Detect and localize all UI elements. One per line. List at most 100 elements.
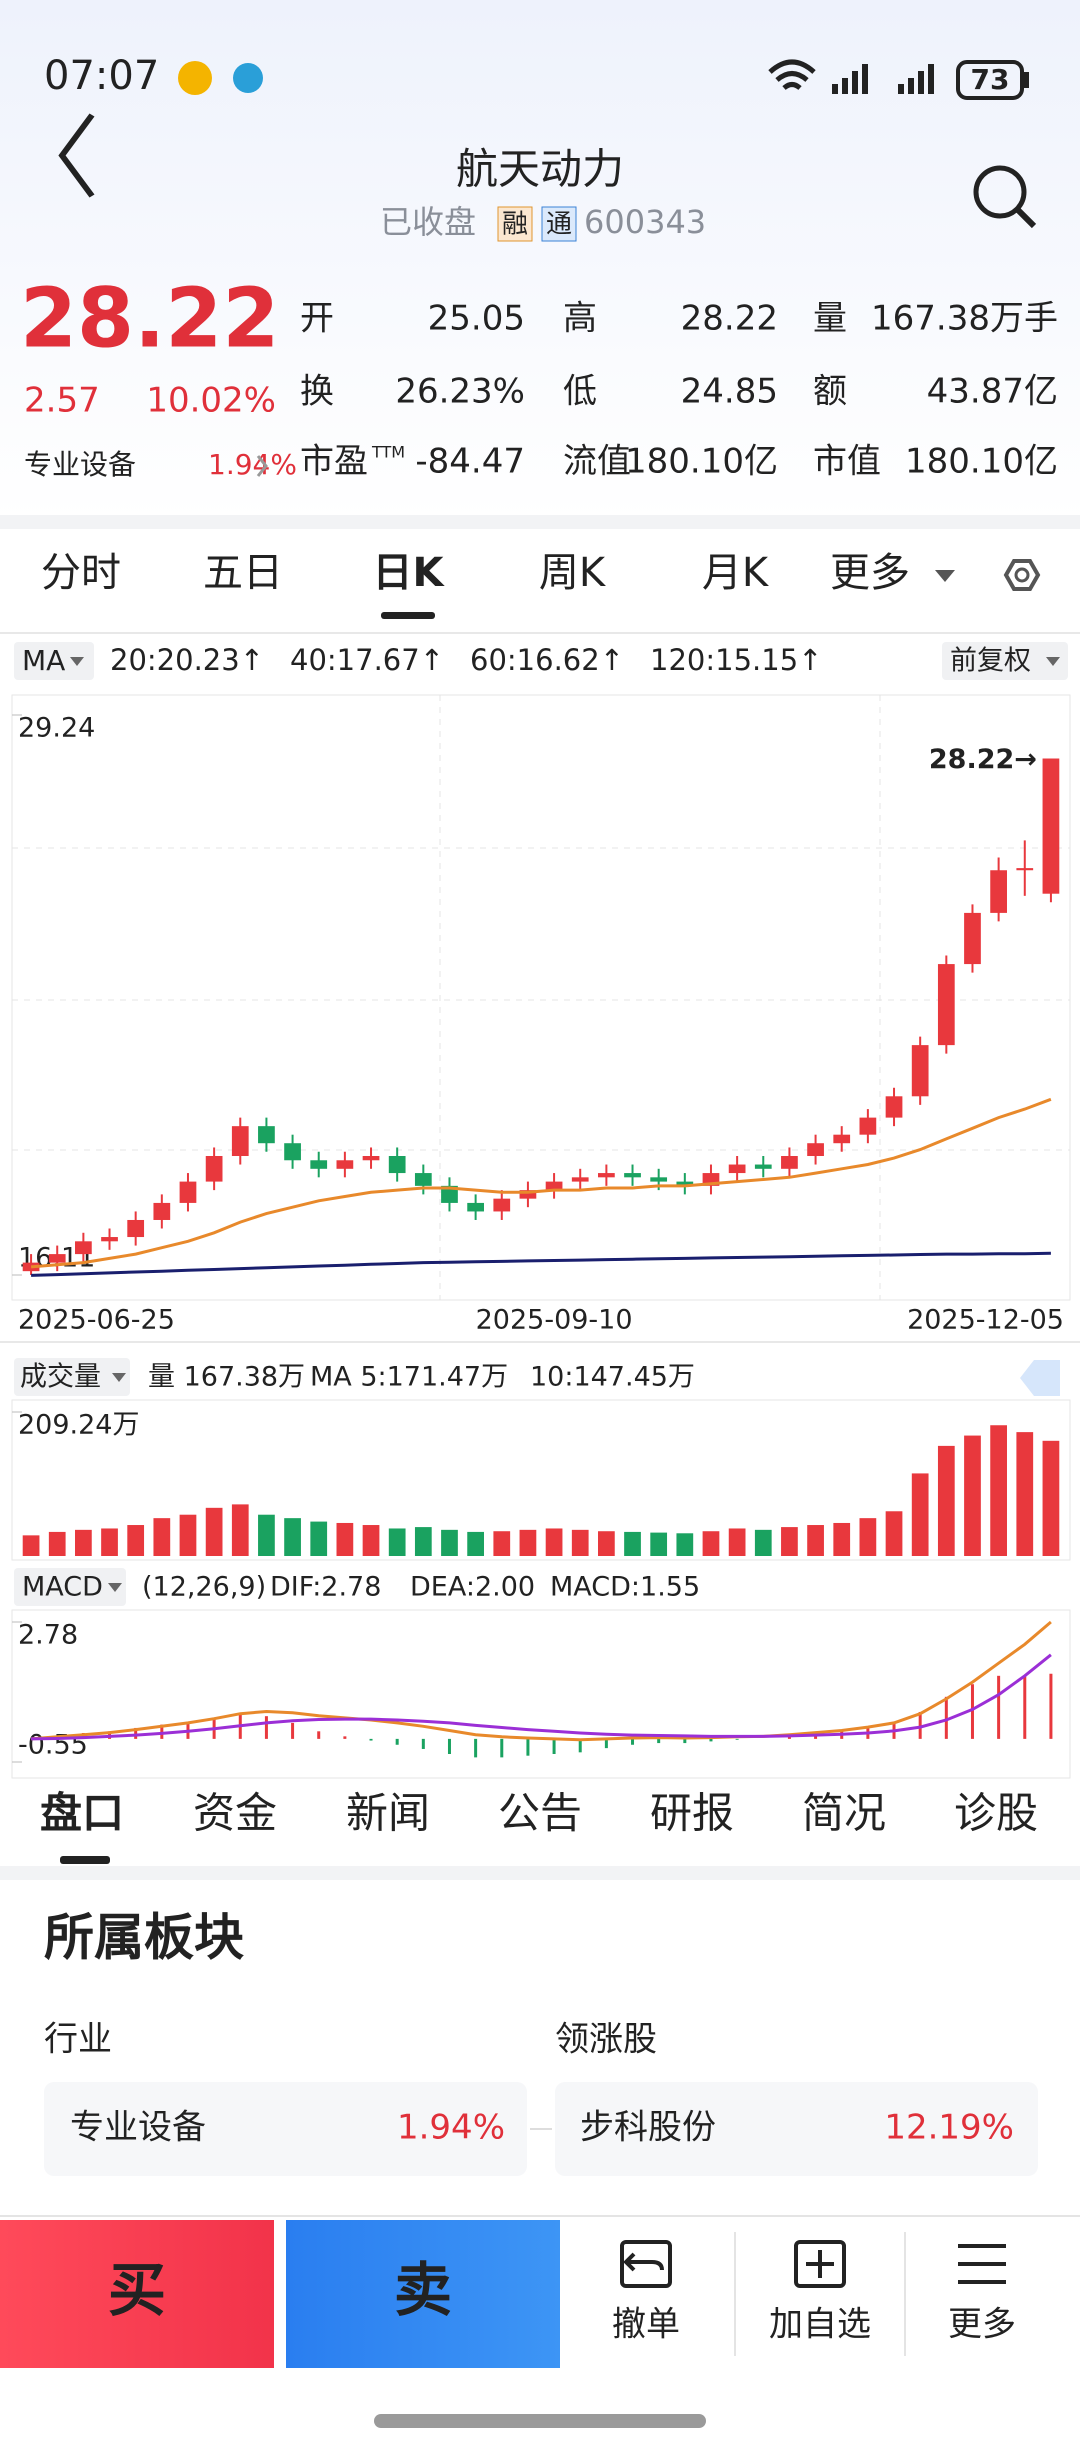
x-tick-label: 2025-09-10 [476, 1305, 633, 1336]
volume-bar [702, 1531, 720, 1556]
status-time: 07:07 [44, 53, 159, 99]
industry-card[interactable] [44, 2082, 527, 2176]
adjust-select[interactable] [942, 642, 1068, 680]
indicator-select[interactable] [14, 1358, 130, 1396]
field-value: 167.38万手 [871, 299, 1058, 339]
buy-button[interactable] [0, 2220, 274, 2368]
ma-label: 40:17.67↑ [290, 643, 444, 677]
volume-bar [519, 1529, 537, 1556]
field-value: 25.05 [428, 299, 525, 339]
period-tab[interactable]: 五日 [203, 550, 283, 596]
dropdown-arrow [935, 570, 955, 582]
candle-body [519, 1190, 537, 1199]
candle-body [1016, 868, 1034, 871]
settings-button[interactable] [1003, 559, 1041, 591]
macd-line [31, 1653, 1052, 1741]
volume-bar [258, 1514, 275, 1556]
volume-bar [833, 1522, 851, 1556]
volume-title: 成交量 [20, 1362, 101, 1393]
section-tab[interactable]: 盘口 [40, 1789, 124, 1838]
candle-body [571, 1177, 589, 1182]
section-tab[interactable]: 研报 [650, 1789, 734, 1838]
collapse-button[interactable] [1020, 1360, 1060, 1396]
industry-label: 行业 [44, 2020, 112, 2060]
y-tick-label: 2.78 [18, 1620, 78, 1651]
y-tick-label: 209.24万 [18, 1410, 139, 1441]
action-label[interactable]: 加自选 [769, 2305, 871, 2345]
volume-bar [336, 1522, 354, 1556]
period-tab[interactable]: 分时 [41, 550, 121, 596]
app-icon [233, 63, 263, 93]
macd-label: MACD:1.55 [550, 1572, 700, 1603]
volume-bar [937, 1445, 955, 1556]
back-button[interactable] [58, 113, 95, 198]
field-label: 开 [300, 299, 334, 339]
field-label: 流值 [563, 442, 631, 482]
ma-label: 120:15.15↑ [650, 643, 822, 677]
macd-line [30, 1620, 1052, 1742]
badge [541, 206, 577, 242]
candle-body [807, 1143, 824, 1157]
section-tab[interactable]: 资金 [193, 1789, 277, 1838]
candle-body [75, 1241, 92, 1255]
adjust-mode: 前复权 [950, 646, 1031, 677]
indicator-select[interactable] [14, 642, 94, 680]
volume-bar [859, 1518, 877, 1556]
battery-icon [956, 60, 1024, 100]
candle-body [310, 1160, 328, 1169]
volume-bar [101, 1528, 118, 1556]
search-button[interactable] [973, 165, 1037, 229]
x-tick-label: 2025-12-05 [907, 1305, 1064, 1336]
period-tab[interactable]: 周K [539, 550, 607, 596]
max-label: 28.22→ [929, 744, 1037, 775]
action-icons [620, 2240, 1006, 2288]
buy-label: 买 [108, 2256, 166, 2324]
volume-bar [127, 1525, 145, 1556]
section-tab[interactable]: 公告 [498, 1789, 582, 1838]
dropdown-arrow [112, 1373, 126, 1382]
volume-bar [885, 1511, 903, 1556]
candle-body [990, 870, 1007, 913]
candle-body [728, 1164, 746, 1174]
candle-body [258, 1126, 275, 1144]
sector-name[interactable]: 专业设备 [24, 448, 136, 481]
period-tab[interactable]: 月K [702, 550, 770, 596]
settings-icon [1014, 567, 1030, 583]
volume-bar [911, 1473, 929, 1556]
indicator-select[interactable] [14, 1568, 126, 1606]
dropdown-arrow [1046, 657, 1060, 666]
wifi-icon [768, 59, 816, 90]
candle-body [650, 1177, 668, 1182]
period-tab[interactable]: 更多 [830, 550, 910, 596]
candle-body [937, 964, 955, 1046]
action-label[interactable]: 撤单 [612, 2305, 680, 2345]
section-tab[interactable]: 诊股 [954, 1789, 1038, 1838]
chart-frame [11, 694, 1071, 1301]
badge-text: 融 [502, 210, 528, 240]
volume-bar [388, 1528, 406, 1556]
candle-body [467, 1202, 484, 1212]
volume-bar [231, 1504, 249, 1556]
volume-bar [1042, 1440, 1060, 1556]
candle-body [153, 1202, 171, 1220]
chart-grid [12, 695, 1070, 1300]
field-value: 180.10亿 [625, 442, 778, 482]
tab-indicator [381, 612, 435, 619]
candle-body [441, 1185, 458, 1203]
volume-label: MA 5:171.47万 [310, 1362, 508, 1393]
leader-pct: 12.19% [884, 2108, 1014, 2148]
chart-frame [11, 1399, 1071, 1561]
section-tab[interactable]: 简况 [802, 1789, 886, 1838]
sell-button[interactable] [286, 2220, 560, 2368]
action-label[interactable]: 更多 [948, 2305, 1016, 2345]
period-tab[interactable]: 日K [373, 550, 446, 596]
candle-body [885, 1096, 903, 1118]
candle-body [127, 1219, 145, 1238]
leader-card[interactable] [555, 2082, 1038, 2176]
divider [0, 515, 1080, 529]
sector-pct[interactable]: 1.94% [208, 448, 297, 481]
field-value: 180.10亿 [905, 442, 1058, 482]
section-tab[interactable]: 新闻 [346, 1789, 430, 1838]
field-value: -84.47 [415, 442, 525, 482]
price-change: 2.57 [24, 381, 100, 421]
